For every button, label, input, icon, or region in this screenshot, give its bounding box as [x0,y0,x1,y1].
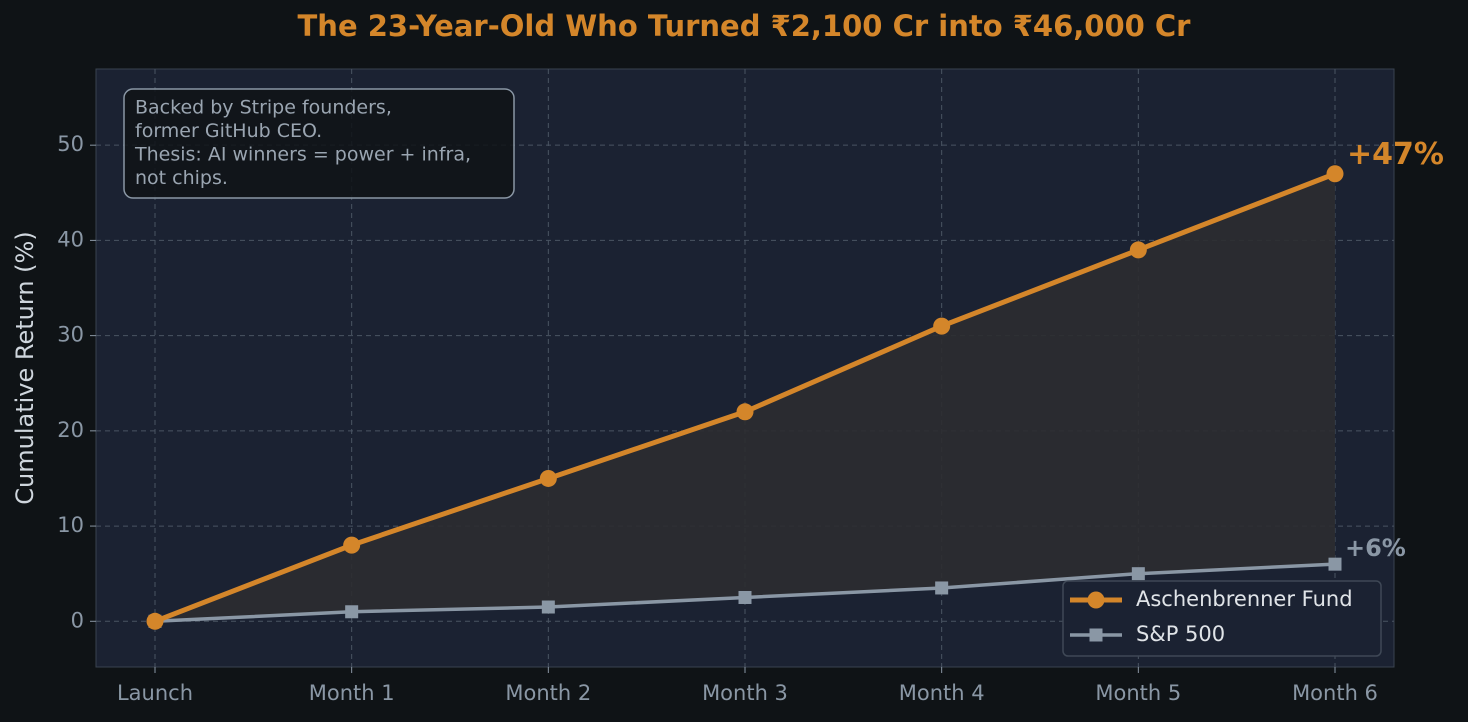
x-tick-label: Month 3 [702,681,788,705]
x-tick-label: Month 6 [1292,681,1378,705]
legend-marker [1087,591,1105,609]
value-label: +6% [1345,534,1406,562]
marker [738,590,752,604]
annotation-text: Thesis: AI winners = power + infra, [134,144,471,166]
marker [345,605,359,619]
marker [1326,165,1344,183]
legend-label: Aschenbrenner Fund [1136,587,1353,611]
y-tick-label: 20 [57,418,84,442]
marker [146,612,164,630]
y-axis-label: Cumulative Return (%) [11,231,39,504]
x-tick-label: Launch [117,681,193,705]
legend-label: S&P 500 [1136,622,1225,646]
marker [1131,567,1145,581]
y-tick-label: 0 [71,608,84,632]
annotation-text: former GitHub CEO. [135,120,322,142]
x-tick-label: Month 2 [505,681,591,705]
y-tick-label: 30 [57,323,84,347]
x-tick-label: Month 1 [309,681,395,705]
marker [933,317,951,335]
marker [736,403,754,421]
y-tick-label: 40 [57,227,84,251]
chart-title: The 23-Year-Old Who Turned ₹2,100 Cr int… [298,9,1192,43]
legend-marker [1089,628,1103,642]
marker [343,536,361,554]
y-tick-label: 10 [57,513,84,537]
annotation-text: Backed by Stripe founders, [135,97,392,119]
value-label: +47% [1347,137,1444,172]
marker [1129,241,1147,259]
marker [1328,557,1342,571]
x-tick-label: Month 5 [1095,681,1181,705]
fill-between [155,173,1335,622]
annotation-text: not chips. [135,167,228,189]
annotation-box [123,88,515,199]
legend-box [1062,580,1382,657]
x-tick-label: Month 4 [899,681,985,705]
marker [541,600,555,614]
y-tick-label: 50 [57,132,84,156]
marker [539,469,557,487]
marker [935,581,949,595]
